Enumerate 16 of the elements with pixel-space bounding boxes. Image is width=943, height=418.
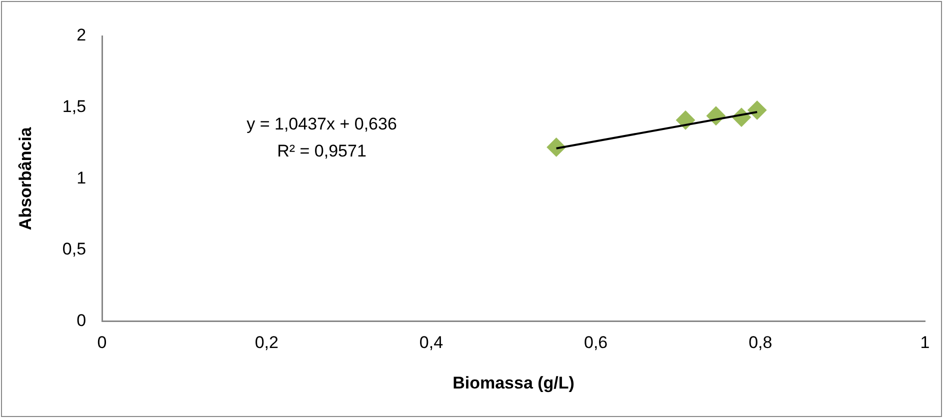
y-tick-label: 2 [76, 26, 86, 45]
annotation: y = 1,0437x + 0,636 [246, 114, 397, 134]
x-tick-label: 0,6 [584, 333, 608, 352]
x-tick-label: 0,2 [254, 333, 278, 352]
x-axis-title: Biomassa (g/L) [452, 373, 574, 392]
y-tick-label: 1,5 [62, 96, 86, 116]
y-tick-label: 0 [76, 310, 86, 330]
y-axis-title: Absorbância [16, 126, 35, 230]
x-tick-label: 0 [97, 333, 107, 352]
point [748, 100, 767, 120]
y-tick-label: 1 [76, 168, 86, 188]
x-tick-label: 0,8 [748, 333, 772, 352]
annotation: R² = 0,9571 [277, 142, 366, 161]
x-tick-label: 1 [920, 333, 930, 352]
y-tick-label: 0,5 [62, 240, 86, 259]
x-tick-label: 0,4 [419, 333, 444, 352]
